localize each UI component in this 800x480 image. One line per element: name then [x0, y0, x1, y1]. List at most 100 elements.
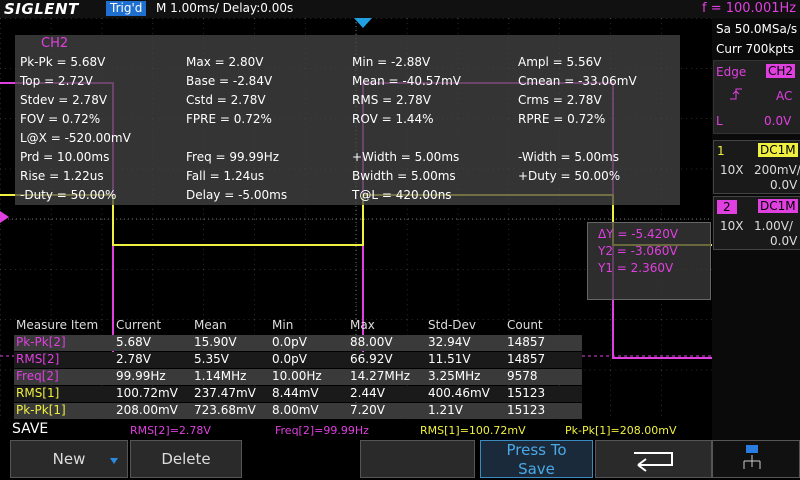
- measure-value: Pk-Pk = 5.68V: [20, 55, 106, 69]
- measure-value: Mean = -40.57mV: [352, 74, 461, 88]
- table-cell: 14.27MHz: [350, 369, 411, 383]
- table-cell: 1.14MHz: [194, 369, 247, 383]
- cursor-value: Y1 = 2.360V: [598, 261, 674, 275]
- table-cell: 15.90V: [194, 335, 237, 349]
- back-button[interactable]: [595, 440, 712, 478]
- table-cell: 14857: [507, 335, 546, 349]
- table-cell: RMS[2]: [16, 352, 60, 366]
- softkey[interactable]: New: [10, 440, 128, 478]
- table-row[interactable]: [14, 403, 582, 419]
- table-cell: 88.00V: [350, 335, 393, 349]
- softkey[interactable]: [360, 440, 475, 478]
- table-row[interactable]: [14, 335, 582, 351]
- measure-value: Cstd = 2.78V: [186, 93, 266, 107]
- table-header: Max: [350, 318, 375, 332]
- back-icon: [633, 452, 673, 472]
- softkey[interactable]: Delete: [130, 440, 242, 478]
- table-cell: 0.0pV: [272, 352, 307, 366]
- trigger-level: 0.0V: [764, 114, 792, 128]
- measure-value: Stdev = 2.78V: [20, 93, 108, 107]
- table-cell: 2.44V: [350, 386, 385, 400]
- measure-value: FOV = 0.72%: [20, 112, 101, 126]
- table-cell: 400.46mV: [428, 386, 490, 400]
- measure-value: T@L = 420.00ns: [352, 188, 452, 202]
- trigger-coupling: AC: [776, 89, 793, 103]
- table-header: Min: [272, 318, 294, 332]
- measure-value: Prd = 10.00ms: [20, 150, 110, 164]
- measure-value: +Width = 5.00ms: [352, 150, 460, 164]
- measure-value: +Duty = 50.00%: [518, 169, 621, 183]
- softkey[interactable]: Press To Save: [480, 440, 593, 478]
- channel-offset: 0.0V: [770, 178, 798, 192]
- table-header: Std-Dev: [428, 318, 476, 332]
- measure-value: Cmean = -33.06mV: [518, 74, 637, 88]
- table-cell: Pk-Pk[2]: [16, 335, 66, 349]
- channel-offset: 0.0V: [770, 234, 798, 248]
- measure-value: Bwidth = 5.00ms: [352, 169, 456, 183]
- measure-value: RPRE = 0.72%: [518, 112, 606, 126]
- table-cell: 8.44mV: [272, 386, 319, 400]
- channel-coupling: DC1M: [758, 143, 798, 157]
- table-cell: 15123: [507, 403, 546, 417]
- table-cell: 11.51V: [428, 352, 471, 366]
- measure-value: Base = -2.84V: [186, 74, 273, 88]
- channel-scale: 1.00V/: [754, 219, 793, 233]
- status-readout: Pk-Pk[1]=208.00mV: [565, 424, 677, 437]
- table-cell: 3.25MHz: [428, 369, 481, 383]
- table-cell: RMS[1]: [16, 386, 60, 400]
- table-cell: 10.00Hz: [272, 369, 322, 383]
- table-header: Count: [507, 318, 543, 332]
- table-header: Measure Item: [16, 318, 99, 332]
- measure-value: Min = -2.88V: [352, 55, 431, 69]
- channel-coupling: DC1M: [758, 199, 798, 213]
- trigger-position-marker: [354, 18, 372, 28]
- network-status: [712, 440, 800, 478]
- status-readout: RMS[2]=2.78V: [130, 424, 211, 437]
- table-cell: 66.92V: [350, 352, 393, 366]
- measure-value: Rise = 1.22us: [20, 169, 104, 183]
- table-cell: 0.0pV: [272, 335, 307, 349]
- table-cell: Freq[2]: [16, 369, 59, 383]
- table-row[interactable]: [14, 369, 582, 385]
- table-cell: 5.68V: [116, 335, 151, 349]
- measure-source: CH2: [41, 36, 69, 51]
- table-cell: 2.78V: [116, 352, 151, 366]
- cursor-value: Y2 = -3.060V: [598, 244, 678, 258]
- table-cell: 723.68mV: [194, 403, 256, 417]
- table-cell: 14857: [507, 352, 546, 366]
- trigger-type: Edge: [716, 65, 747, 79]
- sample-rate: Sa 50.0MSa/s: [716, 22, 798, 36]
- menu-title: SAVE: [12, 421, 49, 437]
- table-cell: 7.20V: [350, 403, 385, 417]
- memory-depth: Curr 700kpts: [716, 42, 794, 56]
- measure-panel: CH2 Pk-Pk = 5.68V Max = 2.80V Min = -2.88V…: [15, 35, 680, 205]
- timebase: M 1.00ms/ Delay:0.00s: [156, 1, 294, 15]
- measure-value: -Duty = 50.00%: [20, 188, 117, 202]
- measure-value: Top = 2.72V: [20, 74, 93, 88]
- status-readout: Freq[2]=99.99Hz: [275, 424, 369, 437]
- dropdown-arrow: [110, 458, 118, 464]
- channel-scale: 200mV/: [754, 163, 800, 177]
- measure-value: RMS = 2.78V: [352, 93, 431, 107]
- edge-icon: [730, 88, 742, 100]
- measure-value: FPRE = 0.72%: [186, 112, 272, 126]
- status-readout: RMS[1]=100.72mV: [420, 424, 526, 437]
- table-cell: 32.94V: [428, 335, 471, 349]
- table-cell: Pk-Pk[1]: [16, 403, 66, 417]
- table-cell: 237.47mV: [194, 386, 256, 400]
- brand-logo: SIGLENT: [4, 0, 79, 18]
- measure-value: Fall = 1.24us: [186, 169, 265, 183]
- cursor-readout: ΔY = -5.420V Y2 = -3.060V Y1 = 2.360V: [587, 222, 711, 300]
- table-cell: 9578: [507, 369, 538, 383]
- table-cell: 1.21V: [428, 403, 463, 417]
- trigger-source: CH2: [766, 64, 796, 78]
- table-cell: 99.99Hz: [116, 369, 166, 383]
- table-cell: 15123: [507, 386, 546, 400]
- table-row[interactable]: [14, 386, 582, 402]
- table-cell: 208.00mV: [116, 403, 178, 417]
- cursor-value: ΔY = -5.420V: [598, 227, 679, 241]
- channel-probe: 10X: [720, 219, 744, 233]
- measure-value: Ampl = 5.56V: [518, 55, 602, 69]
- table-row[interactable]: [14, 352, 582, 368]
- measure-value: -Width = 5.00ms: [518, 150, 620, 164]
